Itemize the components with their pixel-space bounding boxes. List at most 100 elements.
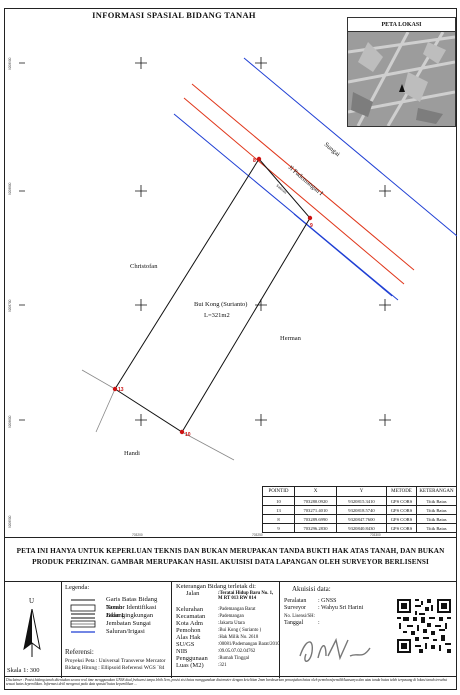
point-label: 8 [253,158,256,164]
north-scale-column: U Skala 1: 300 [4,582,62,678]
location-map-title: PETA LOKASI [348,18,455,32]
cadastral-map[interactable]: 9208900 9208800 9208700 9208600 9208500 … [4,8,457,538]
point-label: 10 [185,432,191,438]
coordinate-table: POINTID X Y METODE KETERANGAN 10 703280.… [262,486,457,533]
table-cell: Titik Batas [416,523,457,533]
table-cell: 9 [262,523,295,533]
table-cell: 9320815.3410 [336,496,387,506]
acquisition-row: Tanggal: [284,620,320,627]
river-label: Sungai [323,141,341,158]
table-cell: 8 [262,514,295,524]
table-cell: GPS CORS [386,496,417,506]
map-sheet-frame [4,8,457,690]
left-grid-labels: 9208900 9208800 9208700 9208600 9208500 [8,57,12,528]
column-header: KETERANGAN [416,486,457,497]
table-cell: 9320847.7600 [336,514,387,524]
bottom-grid-labels: 703200 703250 703300 [132,533,381,537]
map-scale: Skala 1: 300 [7,667,40,674]
parcel-info-value: :Bui Kong ( Surianto ) [218,628,262,633]
channel-label: Saluran [275,183,288,195]
parcel-info-key: Alas Hak [176,634,201,641]
boundary-point [256,156,262,162]
boundary-points: 8 9 10 13 [112,156,313,438]
reference-row: Proyeksi Peta : Universal Transverse Mer… [65,658,165,664]
parcel-info-key: Penggunaan [176,655,208,662]
acquisition-value: : Wahyu Sri Harini [318,605,364,611]
table-cell: 703280.0920 [294,496,337,506]
grid-crosses [19,57,391,426]
boundary-point [307,215,313,221]
parcel-info-value: :Hak Milik No. 2618 [218,635,259,640]
legend-column: Legenda: Garis Batas Bidang Tanah Nomor … [62,582,172,678]
acquisition-key: Tanggal [284,620,304,626]
parcel-info-key: Kelurahan [176,606,204,613]
parcel-owner-label: Bui Kong (Surianto) [194,301,247,308]
table-cell: 703296.2830 [294,523,337,533]
acquisition-row: Peralatan: GNSS [284,598,337,605]
reference-value: : Universal Transverse Mercator [95,658,166,664]
grid-label-bottom: 703250 [252,533,263,537]
river-edge-upper [243,57,457,237]
parcel-info-key: Jalan [186,590,200,597]
boundary-point [179,429,185,435]
parcel-area-label: L=321m2 [204,312,230,319]
acquisition-key: No. Lisensi/SH [284,614,314,619]
point-label: 9 [310,223,313,229]
river-lines [173,57,457,301]
north-arrow-icon [23,609,41,657]
reference-row: Bidang Hitung : Ellipsoid Referensi WGS … [65,665,164,671]
point-label: 13 [118,387,124,393]
acquisition-row: No. Lisensi/SH: [284,613,315,620]
grid-label-left: 9208600 [8,415,12,428]
parcel-info-value: :09.05.07.02.04762 [218,649,256,654]
neighbour-boundary [81,369,116,390]
column-header: X [294,486,337,497]
acquisition-column: Akuisisi data: Peralatan: GNSS Surveyor:… [280,582,457,678]
location-map-image [348,32,455,126]
parcel-info-key: NIB [176,648,188,655]
table-cell: GPS CORS [386,514,417,524]
acquisition-value: : GNSS [318,598,337,604]
table-cell: 13 [262,505,295,515]
map-area[interactable]: 9208900 9208800 9208700 9208600 9208500 … [4,8,457,538]
acquisition-row: Surveyor : Wahyu Sri Harini [284,605,363,612]
legend-item: Jembatan Sungai [106,620,151,627]
reference-title: Referensi: [65,648,94,656]
acquisition-value: : [318,620,320,626]
boundary-point [112,386,118,392]
location-map-inset[interactable]: PETA LOKASI [347,17,456,127]
table-cell: 9320840.8430 [336,523,387,533]
table-row: 10 703280.0920 9320815.3410 GPS CORS Tit… [262,496,457,506]
table-cell: GPS CORS [386,523,417,533]
grid-label-bottom: 703200 [132,533,143,537]
parcel-info-value: :Jakarta Utara [218,621,245,626]
grid-label-left: 9208700 [8,299,12,312]
column-header: POINTID [262,486,295,497]
parcel-id-icon [70,604,96,612]
road-edge-lower [183,97,405,285]
table-header-row: POINTID X Y METODE KETERANGAN [262,486,457,497]
parcel-info-key: Kota Adm [176,620,203,627]
road-edge-upper [191,83,415,271]
qr-code-icon[interactable] [395,596,453,656]
grid-label-left: 9208900 [8,57,12,70]
parcel-info-key: SU/GS [176,641,195,648]
map-title: INFORMASI SPASIAL BIDANG TANAH [92,10,256,20]
neighbour-label-south: Handi [124,450,140,457]
neighbour-label-east: Herman [280,335,302,342]
parcel-info-value: :Pademangan [218,614,244,619]
bridge-icon [70,620,96,628]
acquisition-key: Surveyor [284,605,306,611]
parcel-info-key: Pemohon [176,627,201,634]
table-row: 9 703296.2830 9320840.8430 GPS CORS Titi… [262,523,457,533]
road-icon [71,613,95,619]
parcel-info-value: :321 [218,663,227,668]
reference-value: : Ellipsoid Referensi WGS `84 [98,665,165,671]
legend-item: Garis Batas Bidang Tanah [106,596,158,611]
table-cell: Titik Batas [416,514,457,524]
legend-item: Saluran/Irigasi [106,628,145,635]
channel-icon [71,631,95,633]
road-label: Jl Pademangan I [287,164,324,197]
parcel-boundary[interactable] [114,158,311,433]
map-labels: Sungai Jl Pademangan I Saluran Christofa… [124,141,341,457]
